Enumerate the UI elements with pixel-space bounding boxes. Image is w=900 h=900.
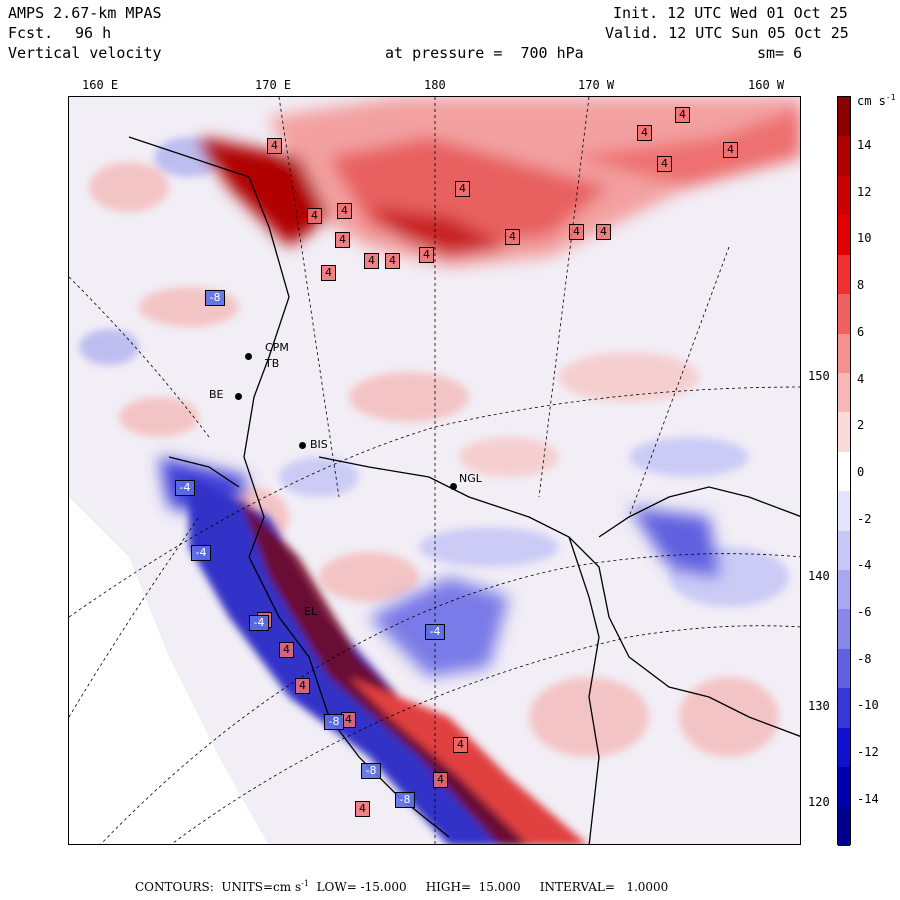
legend-tick-label: 14 <box>857 138 872 152</box>
lon-label-170e: 170 E <box>255 78 292 92</box>
forecast-hour: 96 h <box>75 24 112 42</box>
contour-label: 4 <box>364 253 379 269</box>
legend-tick-label: 12 <box>857 184 872 199</box>
graticule <box>69 97 800 844</box>
legend-swatch <box>838 175 850 216</box>
station-tb: TB <box>265 357 280 370</box>
station-el: EL <box>304 605 318 618</box>
station-bis-dot <box>299 442 306 449</box>
contour-label: -8 <box>205 290 225 306</box>
station-ngl-dot <box>450 483 457 490</box>
contour-label: 4 <box>307 208 322 224</box>
contour-label: 4 <box>337 203 352 219</box>
legend-swatch <box>838 767 850 808</box>
contour-label: 4 <box>321 265 336 281</box>
contour-label: -8 <box>324 714 344 730</box>
legend-swatch <box>838 333 850 374</box>
legend-swatch <box>838 688 850 729</box>
contour-label: 4 <box>657 156 672 172</box>
legend-swatch <box>838 451 850 492</box>
contour-label: 4 <box>455 181 470 197</box>
contour-label: 4 <box>295 678 310 694</box>
legend-swatch <box>838 806 850 847</box>
forecast-label: Fcst. <box>8 24 54 42</box>
legend-swatch <box>838 372 850 413</box>
contour-label: 4 <box>675 107 690 123</box>
station-be-dot <box>235 393 242 400</box>
legend-tick-label: -12 <box>857 745 879 760</box>
contour-label: 4 <box>419 247 434 263</box>
pressure-level: at pressure = 700 hPa <box>385 44 584 62</box>
contour-label: 4 <box>267 138 282 154</box>
legend-swatch <box>838 215 850 256</box>
legend-tick-label: -10 <box>857 698 879 713</box>
init-time: Init. 12 UTC Wed 01 Oct 25 <box>613 4 848 22</box>
legend-swatch <box>838 530 850 571</box>
legend-tick-label: -6 <box>857 605 872 619</box>
contour-label: -4 <box>191 545 211 561</box>
legend-swatch <box>838 570 850 610</box>
legend-swatch <box>838 412 850 453</box>
contour-label: 4 <box>385 253 400 269</box>
contour-label: 4 <box>279 642 294 658</box>
station-be: BE <box>209 388 224 401</box>
legend-swatch <box>838 609 850 650</box>
contour-label: 4 <box>505 229 520 245</box>
lon-label-180: 180 <box>424 78 446 92</box>
contour-label: 4 <box>433 772 448 788</box>
contour-label: -4 <box>175 480 195 496</box>
contour-label: 4 <box>569 224 584 240</box>
contour-label: -8 <box>395 792 415 808</box>
noise-patches <box>79 137 789 757</box>
lon-label-160e: 160 E <box>82 78 119 92</box>
legend-swatch <box>838 254 850 295</box>
legend-swatch <box>838 136 850 177</box>
map-field <box>69 97 800 844</box>
legend-tick-label: 8 <box>857 278 865 293</box>
legend-swatch <box>838 648 850 689</box>
legend-tick-label: -2 <box>857 511 872 526</box>
no-data-region <box>69 497 268 844</box>
contour-label: 4 <box>637 125 652 141</box>
vertical-velocity-map: CPM TB BE BIS NGL EL 4 4 4 4 4 4 4 4 4 4… <box>68 96 801 845</box>
model-title: AMPS 2.67-km MPAS <box>8 4 162 22</box>
contour-label: 4 <box>341 712 356 728</box>
legend-units: cm s-1 <box>857 93 896 108</box>
legend-tick-label: -4 <box>857 558 872 573</box>
field-name: Vertical velocity <box>8 44 162 62</box>
contour-label: -4 <box>249 615 269 631</box>
lon-label-170w: 170 W <box>578 78 615 92</box>
contour-label: 4 <box>723 142 738 158</box>
legend-tick-label: 10 <box>857 231 872 246</box>
smoothing: sm= 6 <box>757 44 803 62</box>
contour-label: 4 <box>335 232 350 248</box>
color-legend <box>837 96 851 847</box>
legend-swatch <box>838 491 850 532</box>
contour-label: -4 <box>425 624 445 640</box>
legend-swatch <box>838 294 850 334</box>
legend-swatch <box>838 97 850 137</box>
coastlines <box>128 136 800 844</box>
legend-tick-label: 4 <box>857 371 865 386</box>
legend-tick-label: 2 <box>857 418 865 433</box>
lon-label-160w: 160 W <box>748 78 785 92</box>
legend-tick-label: 6 <box>857 324 865 339</box>
contour-info: CONTOURS: UNITS=cm s-1 LOW= -15.000 HIGH… <box>135 879 669 894</box>
contour-label: 4 <box>453 737 468 753</box>
contour-label: 4 <box>355 801 370 817</box>
station-ngl: NGL <box>459 472 482 485</box>
legend-tick-label: 0 <box>857 464 865 479</box>
station-cpm-dot <box>245 353 252 360</box>
contour-label: 4 <box>596 224 611 240</box>
legend-tick-label: -14 <box>857 791 879 806</box>
station-bis: BIS <box>310 438 328 451</box>
contour-label: -8 <box>361 763 381 779</box>
valid-time: Valid. 12 UTC Sun 05 Oct 25 <box>605 24 849 42</box>
station-cpm: CPM <box>265 341 289 354</box>
legend-tick-label: -8 <box>857 651 872 666</box>
legend-swatch <box>838 727 850 768</box>
